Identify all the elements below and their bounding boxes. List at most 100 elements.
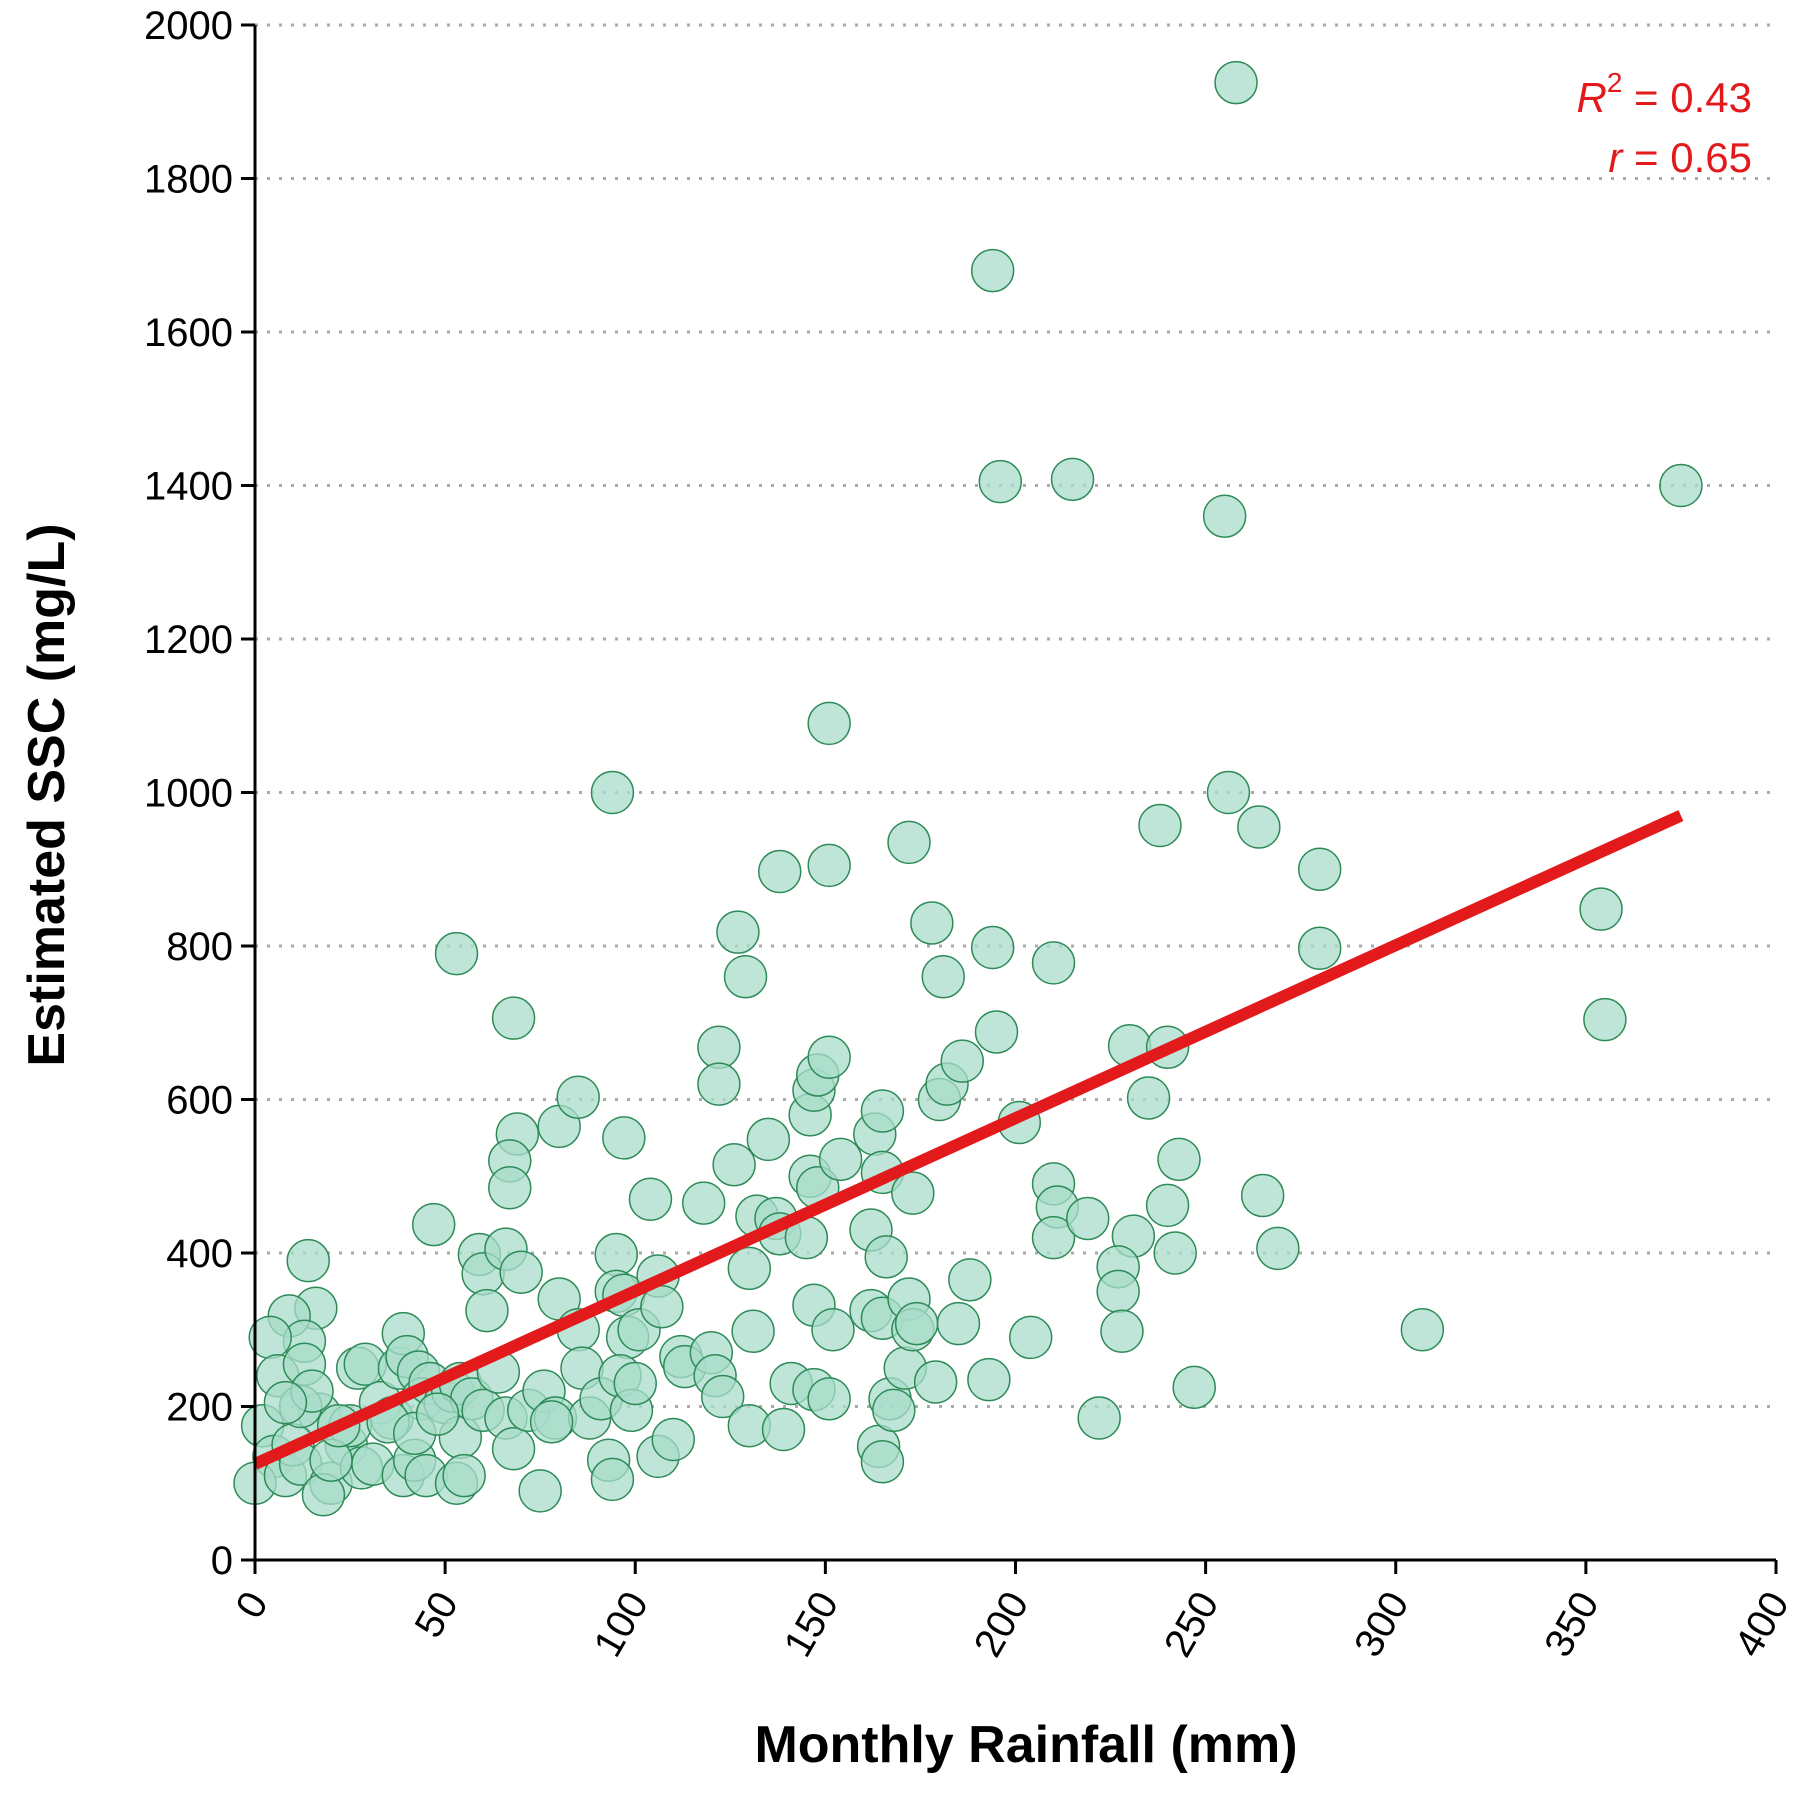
data-point-89 — [727, 1246, 772, 1291]
data-point-170 — [518, 1469, 562, 1513]
data-point-28 — [488, 1166, 532, 1210]
y-tick-label-5: 1000 — [144, 772, 233, 816]
data-point-23 — [1579, 887, 1623, 931]
r-squared-value: = 0.43 — [1622, 74, 1752, 121]
data-point-5 — [1659, 463, 1703, 508]
data-point-33 — [681, 1181, 726, 1225]
data-point-107 — [872, 1388, 916, 1433]
data-point-59 — [1065, 1196, 1110, 1241]
y-tick-label-10: 2000 — [144, 4, 233, 48]
data-point-113 — [936, 1301, 981, 1346]
regression-line — [252, 810, 1684, 1470]
y-tick-label-6: 1200 — [144, 618, 233, 662]
data-point-186 — [415, 1392, 460, 1436]
data-point-24 — [1583, 997, 1627, 1042]
r-symbol: r — [1608, 134, 1624, 181]
data-point-54 — [974, 1010, 1019, 1054]
data-point-115 — [967, 1357, 1011, 1402]
data-point-1 — [970, 248, 1015, 293]
y-tick-label-8: 1600 — [144, 311, 233, 355]
data-point-182 — [613, 1361, 657, 1406]
data-point-67 — [1240, 1173, 1285, 1218]
r-squared-annotation: R2 = 0.43 — [1576, 67, 1752, 121]
x-tick-label-0: 0 — [228, 1585, 277, 1626]
r-value: = 0.65 — [1622, 134, 1752, 181]
data-point-34 — [697, 1025, 741, 1070]
x-tick-label-1: 50 — [407, 1585, 467, 1646]
data-point-30 — [556, 1075, 600, 1119]
x-tick-label-4: 200 — [966, 1585, 1037, 1665]
data-point-117 — [1077, 1396, 1121, 1440]
y-tick-label-9: 1800 — [144, 158, 233, 202]
data-point-3 — [1050, 457, 1095, 502]
data-point-111 — [894, 1301, 939, 1346]
data-point-9 — [887, 820, 931, 865]
x-tick-label-6: 300 — [1346, 1585, 1417, 1665]
data-point-66 — [1153, 1231, 1197, 1275]
x-axis-ticks: 0 50 100 150 200 250 300 350 400 — [228, 1560, 1798, 1664]
data-point-179 — [590, 1457, 635, 1502]
data-point-31 — [602, 1116, 646, 1160]
r-squared-symbol: R — [1576, 74, 1606, 121]
data-point-95 — [761, 1407, 806, 1452]
data-point-83 — [651, 1417, 696, 1462]
data-point-72 — [465, 1288, 509, 1333]
data-point-12 — [1138, 803, 1182, 848]
data-point-114 — [948, 1258, 992, 1302]
data-point-21 — [1031, 941, 1076, 985]
data-point-22 — [1297, 926, 1342, 971]
data-point-105 — [864, 1235, 908, 1279]
x-tick-label-7: 350 — [1536, 1585, 1607, 1665]
data-point-188 — [263, 1380, 308, 1425]
data-point-36 — [712, 1142, 756, 1187]
data-point-65 — [1157, 1137, 1201, 1182]
data-point-120 — [1100, 1309, 1144, 1354]
data-point-10 — [807, 843, 851, 888]
data-point-74 — [499, 1250, 543, 1294]
data-point-42 — [807, 1035, 851, 1080]
data-point-16 — [716, 910, 760, 954]
x-tick-label-5: 250 — [1156, 1585, 1227, 1665]
data-points — [233, 60, 1703, 1517]
data-point-121 — [1172, 1365, 1216, 1410]
data-point-122 — [1400, 1308, 1445, 1352]
data-point-6 — [807, 701, 851, 746]
data-point-13 — [1237, 805, 1281, 849]
data-point-11 — [757, 849, 802, 894]
data-point-119 — [1096, 1269, 1140, 1314]
data-point-50 — [891, 1171, 935, 1215]
data-point-38 — [746, 1117, 791, 1162]
data-point-99 — [807, 1377, 851, 1421]
data-point-64 — [1145, 1183, 1190, 1228]
x-axis-title: Monthly Rainfall (mm) — [754, 1716, 1297, 1774]
data-point-100 — [811, 1308, 855, 1352]
data-point-69 — [411, 1202, 456, 1247]
data-point-104 — [860, 1440, 905, 1484]
x-tick-label-2: 100 — [586, 1585, 657, 1665]
data-point-68 — [1256, 1226, 1300, 1271]
data-point-75 — [594, 1232, 638, 1277]
data-point-18 — [910, 901, 954, 945]
grid-lines — [255, 23, 1776, 1408]
y-tick-label-4: 800 — [166, 925, 233, 969]
data-point-17 — [723, 954, 768, 999]
data-point-123 — [286, 1238, 330, 1283]
data-point-45 — [818, 1137, 863, 1182]
data-point-48 — [860, 1089, 905, 1133]
data-point-25 — [491, 996, 536, 1040]
y-axis-ticks: 0 200 400 600 800 1000 1200 1400 1600 1800 2000 — [144, 4, 255, 1583]
data-point-61 — [1126, 1076, 1171, 1120]
data-point-81 — [640, 1284, 684, 1329]
r-squared-superscript: 2 — [1607, 67, 1623, 98]
data-point-8 — [1206, 770, 1251, 815]
data-point-53 — [940, 1039, 985, 1083]
y-axis-title: Estimated SSC (mg/L) — [18, 523, 76, 1066]
data-point-163 — [442, 1453, 486, 1498]
y-tick-label-7: 1400 — [144, 465, 233, 509]
data-point-58 — [1031, 1215, 1076, 1260]
y-tick-label-0: 0 — [211, 1539, 233, 1583]
data-point-15 — [434, 931, 479, 976]
data-point-116 — [1008, 1315, 1053, 1360]
y-tick-label-2: 400 — [166, 1232, 233, 1276]
